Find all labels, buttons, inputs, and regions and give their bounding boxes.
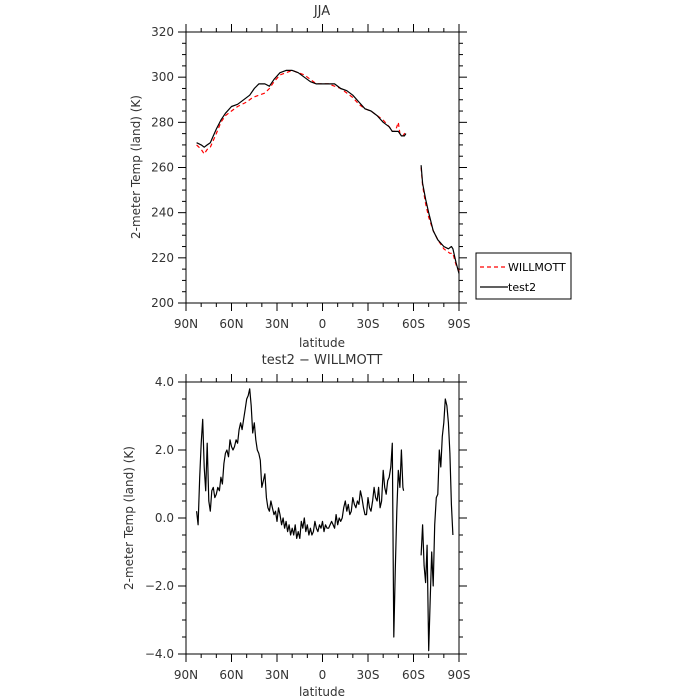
y-axis-title: 2-meter Temp (land) (K)	[122, 446, 136, 590]
x-tick-label: 60S	[402, 668, 425, 682]
series-line-test2-willmott-seg1	[420, 398, 454, 652]
series-line-test2-seg1	[420, 165, 460, 274]
chart-title: JJA	[313, 4, 330, 19]
legend-label-test2: test2	[508, 281, 536, 294]
y-tick-label: 280	[151, 115, 174, 129]
y-tick-label: −4.0	[145, 647, 174, 661]
x-tick-label: 90S	[448, 317, 471, 331]
legend-label-willmott: WILLMOTT	[508, 261, 566, 274]
legend: WILLMOTT test2	[475, 252, 572, 300]
y-tick-label: 320	[151, 25, 174, 39]
x-tick-label: 90S	[448, 668, 471, 682]
x-tick-label: 30N	[265, 668, 289, 682]
plot-frame	[185, 31, 460, 304]
chart-title: test2 − WILLMOTT	[262, 353, 383, 368]
series-line-test2-willmott-seg0	[196, 388, 405, 638]
bottom-chart-difference: test2 − WILLMOTT latitude 2-meter Temp (…	[122, 353, 470, 699]
y-axis-title: 2-meter Temp (land) (K)	[129, 95, 143, 239]
x-tick-label: 90N	[174, 317, 198, 331]
x-tick-label: 60S	[402, 317, 425, 331]
x-tick-label: 30S	[357, 317, 380, 331]
top-chart-jja: JJA latitude 2-meter Temp (land) (K) 200…	[129, 4, 470, 350]
y-tick-label: 260	[151, 161, 174, 175]
x-tick-label: 0	[319, 317, 327, 331]
y-tick-label: 240	[151, 206, 174, 220]
series-line-test2-seg0	[196, 69, 407, 148]
x-tick-label: 60N	[219, 317, 243, 331]
series-line-willmott-seg0	[196, 69, 407, 155]
x-tick-label: 60N	[219, 668, 243, 682]
legend-box	[475, 252, 572, 300]
x-tick-label: 30S	[357, 668, 380, 682]
y-tick-label: 200	[151, 296, 174, 310]
series-line-willmott-seg1	[420, 167, 460, 272]
y-tick-label: −2.0	[145, 579, 174, 593]
y-tick-label: 300	[151, 70, 174, 84]
x-tick-label: 30N	[265, 317, 289, 331]
plot-frame	[185, 381, 460, 655]
y-tick-label: 2.0	[155, 443, 174, 457]
y-tick-label: 220	[151, 251, 174, 265]
y-tick-label: 0.0	[155, 511, 174, 525]
x-axis-title: latitude	[299, 336, 345, 350]
x-tick-label: 90N	[174, 668, 198, 682]
y-tick-label: 4.0	[155, 375, 174, 389]
x-tick-label: 0	[319, 668, 327, 682]
x-axis-title: latitude	[299, 685, 345, 699]
